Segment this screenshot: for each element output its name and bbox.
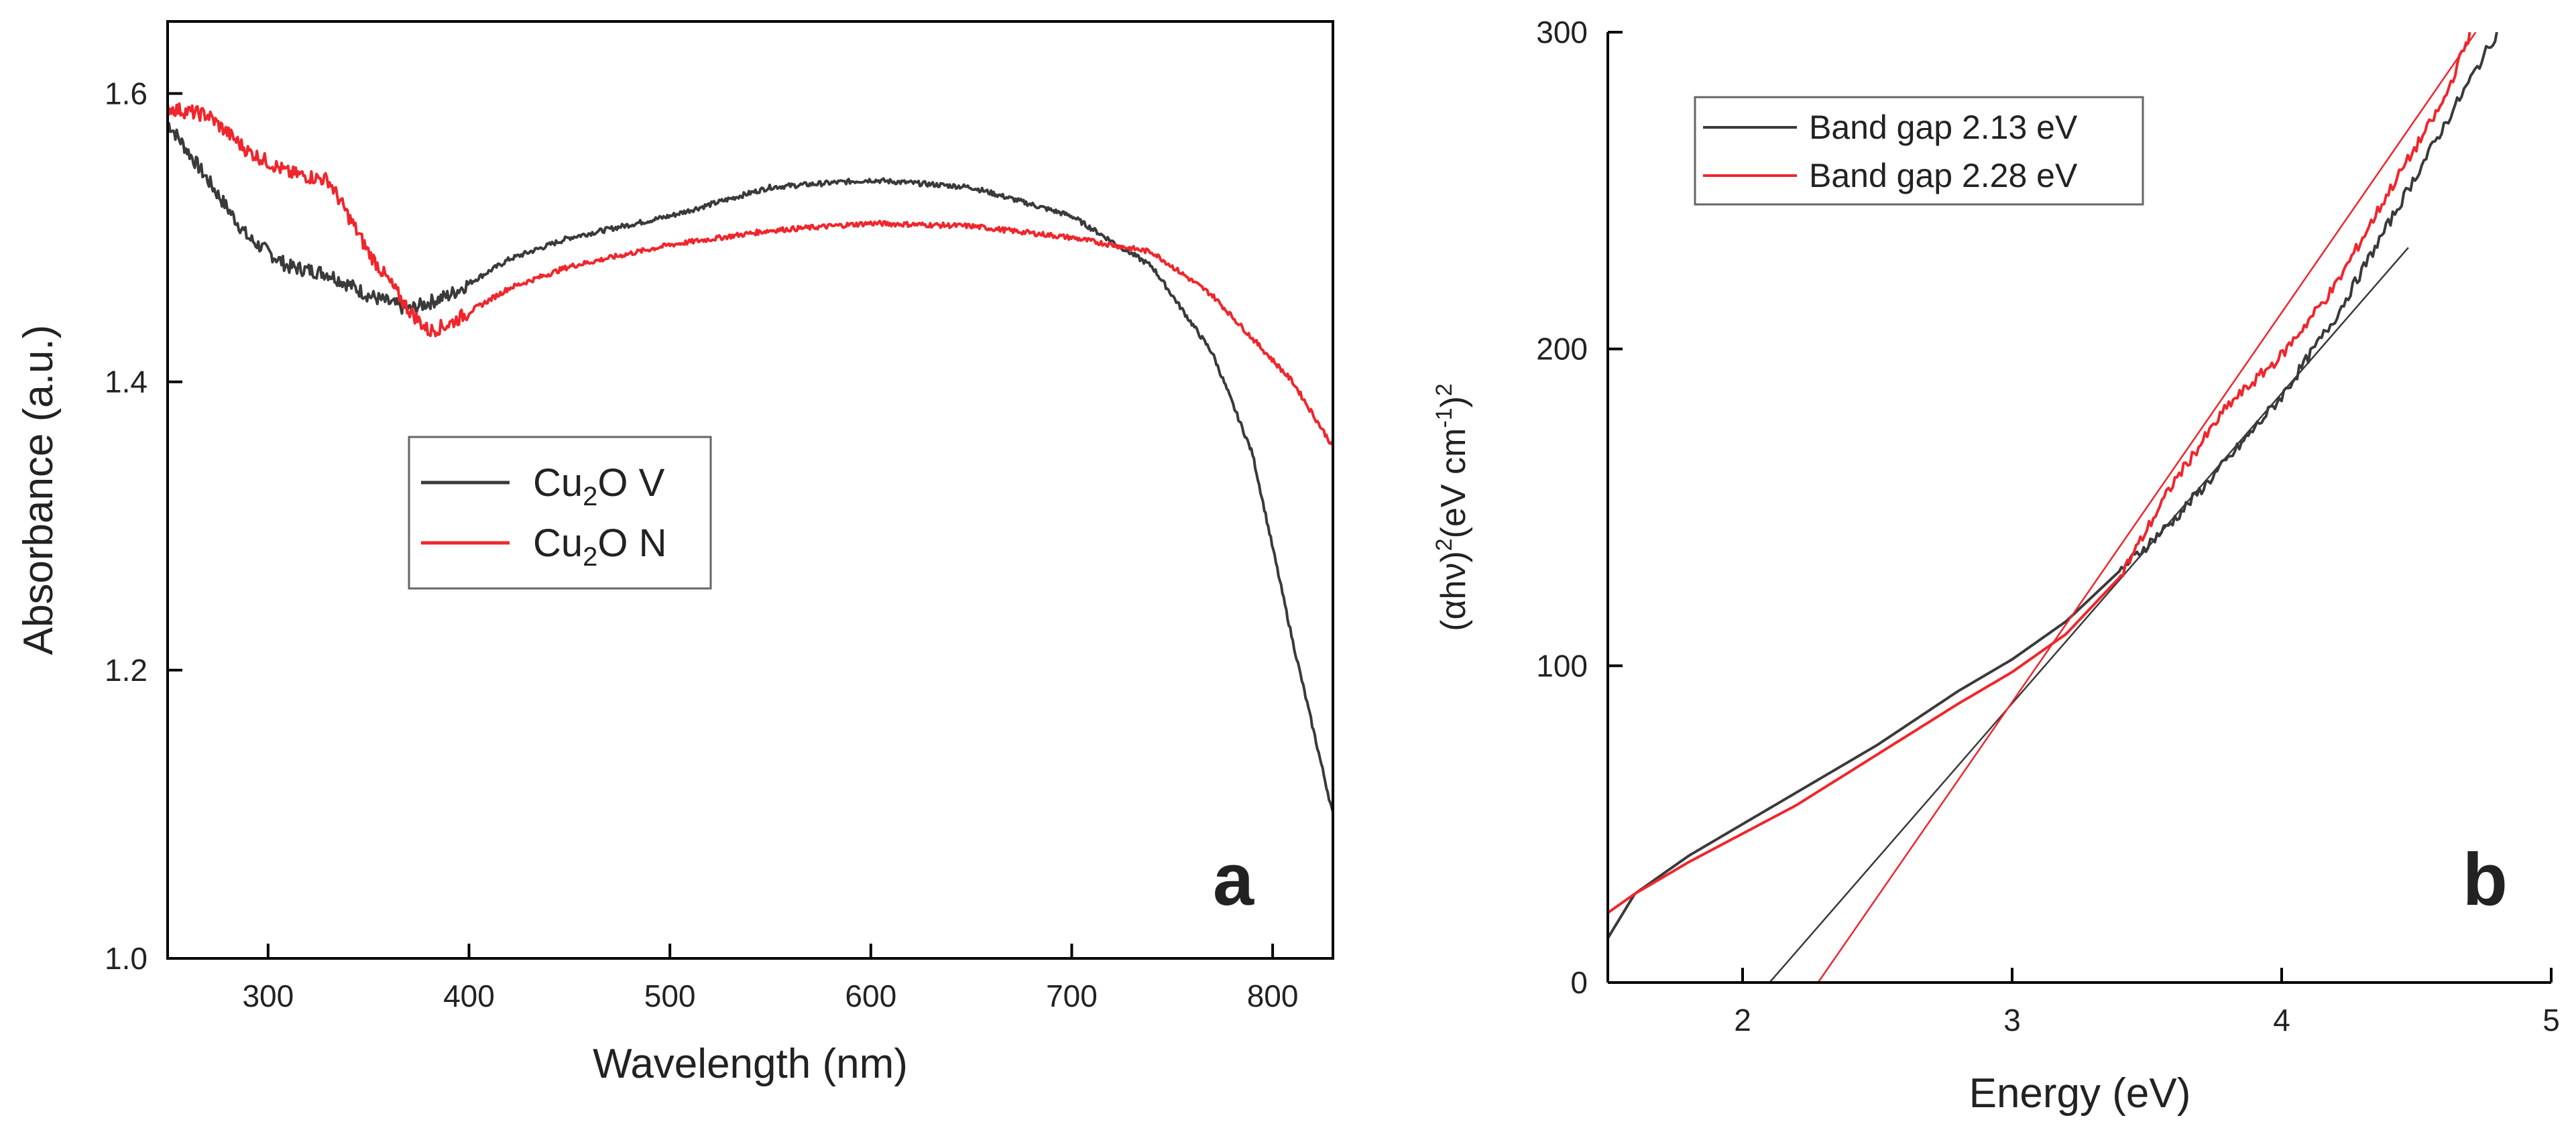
panel-b-series-line-0 <box>1608 32 2498 939</box>
panel-a-label: a <box>1213 838 1254 921</box>
panel-a-y-ticks: 1.0 1.2 1.4 1.6 <box>105 76 182 976</box>
panel-a-x-tick-label: 400 <box>443 979 495 1013</box>
panel-a-y-axis-title: Absorbance (a.u.) <box>15 325 62 655</box>
panel-a-plot-frame <box>166 20 1334 960</box>
panel-b-label: b <box>2463 838 2508 921</box>
panel-b-y-tick-label: 300 <box>1536 15 1588 50</box>
panel-b-fit-line-1 <box>1817 32 2477 983</box>
panel-b-chart: 2 3 4 5 0 100 200 300 Energy (eV) (αhν)2(eV cm… <box>1431 15 2560 1117</box>
panel-b-y-ticks: 0 100 200 300 <box>1536 15 1623 1000</box>
panel-b-legend-box <box>1694 96 2144 206</box>
legend-label-band-gap-228: Band gap 2.28 eV <box>1809 157 2078 194</box>
panel-a-x-tick-label: 500 <box>644 979 696 1013</box>
legend-label-cu2o-n: Cu2O N <box>533 521 667 572</box>
panel-b-x-ticks: 2 3 4 5 <box>1734 968 2560 1037</box>
panel-a-legend-box <box>408 436 712 590</box>
panel-b-y-tick-label: 100 <box>1536 648 1588 683</box>
panel-a-series-line-0 <box>168 121 1333 813</box>
panel-a-y-tick-label: 1.6 <box>105 76 148 111</box>
panel-b-legend: Band gap 2.13 eV Band gap 2.28 eV <box>1694 96 2144 206</box>
panel-b-x-axis-title: Energy (eV) <box>1969 1070 2191 1117</box>
panel-b-y-tick-label: 200 <box>1536 332 1588 367</box>
panel-a-chart: 300 400 500 600 700 800 1.0 1.2 1.4 1.6 Waveleng… <box>15 20 1334 1087</box>
panel-a-x-axis-title: Wavelength (nm) <box>593 1041 908 1087</box>
panel-b-series-group <box>1608 32 2498 983</box>
panel-b-y-axis-title: (αhν)2(eV cm-1)2 <box>1431 383 1473 631</box>
legend-label-band-gap-213: Band gap 2.13 eV <box>1809 109 2078 146</box>
legend-label-cu2o-v: Cu2O V <box>533 461 665 511</box>
panel-b-fit-line-0 <box>1769 247 2409 983</box>
panel-a-series-group <box>168 102 1333 813</box>
panel-b-x-tick-label: 4 <box>2273 1003 2290 1037</box>
panel-b-x-tick-label: 2 <box>1734 1003 1751 1037</box>
panel-a-x-tick-label: 700 <box>1046 979 1098 1013</box>
panel-a-y-tick-label: 1.0 <box>105 941 148 976</box>
panel-a-y-tick-label: 1.2 <box>105 653 148 688</box>
panel-b-x-tick-label: 3 <box>2003 1003 2021 1037</box>
panel-b-series-line-1 <box>1608 32 2471 914</box>
panel-a-y-tick-label: 1.4 <box>105 365 148 399</box>
panel-a-series-line-1 <box>168 102 1333 446</box>
panel-a-legend: Cu2O V Cu2O N <box>408 436 712 590</box>
panel-b-x-tick-label: 5 <box>2542 1003 2560 1037</box>
panel-a-x-tick-label: 800 <box>1247 979 1299 1013</box>
panel-a-x-ticks: 300 400 500 600 700 800 <box>242 944 1298 1013</box>
panel-a-x-tick-label: 600 <box>845 979 896 1013</box>
panel-a-x-tick-label: 300 <box>242 979 294 1013</box>
panel-b-y-tick-label: 0 <box>1570 965 1588 1000</box>
